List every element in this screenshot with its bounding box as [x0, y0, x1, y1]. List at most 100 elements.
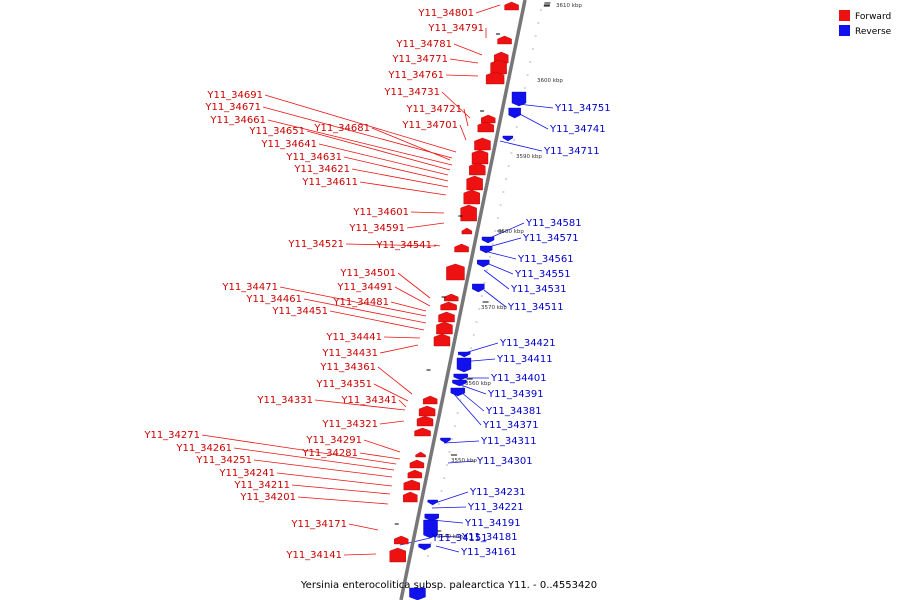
forward-gene-label-connector	[373, 383, 409, 402]
forward-gene-label-connector	[379, 420, 405, 425]
forward-gene-arrow	[436, 321, 453, 335]
forward-gene-label-connector	[463, 108, 469, 127]
reverse-gene-label: Y11_34381	[485, 406, 542, 417]
forward-gene-arrow	[471, 149, 489, 165]
reverse-gene-label-connector	[431, 491, 469, 505]
forward-gene-label-connector	[303, 298, 427, 324]
legend-forward-label: Forward	[855, 12, 891, 22]
reverse-gene-label: Y11_34421	[499, 338, 556, 349]
forward-gene-arrow	[440, 301, 457, 311]
forward-gene-arrow	[474, 137, 491, 151]
reverse-gene-label-connector	[453, 393, 482, 426]
forward-gene-arrow	[490, 59, 507, 75]
forward-gene-label: Y11_34281	[301, 448, 358, 459]
reverse-gene-label: Y11_34561	[517, 254, 574, 265]
forward-gene-label: Y11_34601	[352, 207, 409, 218]
forward-gene-label: Y11_34241	[218, 468, 275, 479]
forward-gene-label-connector	[291, 484, 391, 495]
forward-gene-label-connector	[201, 434, 397, 465]
forward-gene-arrow	[422, 395, 438, 405]
forward-gene-label-connector	[394, 286, 431, 307]
reverse-gene-arrow	[424, 513, 439, 522]
genome-caption: Yersinia enterocolitica subsp. palearcti…	[300, 580, 597, 591]
forward-gene-label: Y11_34211	[233, 480, 290, 491]
forward-gene-arrow	[433, 333, 451, 347]
genome-backbone	[399, 0, 527, 600]
forward-gene-arrow	[461, 227, 473, 235]
forward-gene-label: Y11_34461	[245, 294, 302, 305]
forward-gene-label-connector	[314, 399, 406, 411]
reverse-gene-arrow	[456, 357, 472, 373]
forward-gene-label: Y11_34261	[175, 443, 232, 454]
reverse-gene-label-connector	[499, 140, 543, 152]
forward-gene-arrow	[407, 469, 423, 479]
forward-gene-label-connector	[267, 119, 453, 166]
forward-gene-arrow	[415, 451, 426, 458]
reverse-gene-arrow	[502, 135, 514, 142]
forward-gene-label: Y11_34701	[401, 120, 458, 131]
forward-gene-arrow	[394, 535, 409, 545]
forward-gene-label-connector	[449, 58, 479, 64]
forward-gene-arrow	[463, 189, 480, 205]
forward-gene-label-connector	[297, 496, 389, 505]
forward-gene-label: Y11_34781	[395, 39, 452, 50]
reverse-gene-label: Y11_34301	[476, 456, 533, 467]
scale-tick-label: 3570 kbp	[481, 305, 507, 311]
forward-gene-label: Y11_34291	[305, 435, 362, 446]
reverse-gene-label: Y11_34401	[490, 373, 547, 384]
reverse-gene-label: Y11_34231	[469, 487, 526, 498]
forward-gene-label: Y11_34251	[195, 455, 252, 466]
reverse-gene-label: Y11_34571	[522, 233, 579, 244]
reverse-gene-label-connector	[491, 237, 522, 247]
forward-gene-label: Y11_34441	[325, 332, 382, 343]
reverse-gene-label-connector	[517, 103, 554, 109]
forward-gene-label-connector	[410, 211, 445, 214]
forward-gene-label: Y11_34471	[221, 282, 278, 293]
forward-gene-label-connector	[359, 181, 447, 196]
forward-gene-label-connector	[377, 366, 413, 395]
scale-tick-label: 3560 kbp	[465, 381, 491, 387]
label-connectors	[201, 4, 554, 556]
forward-gene-label: Y11_34171	[290, 519, 347, 530]
forward-gene-label-connector	[397, 272, 431, 299]
forward-gene-arrow	[446, 263, 465, 281]
reverse-gene-arrow	[481, 236, 495, 244]
forward-gene-label: Y11_34611	[301, 177, 358, 188]
reverse-gene-label-connector	[447, 460, 476, 464]
forward-gene-label-connector	[318, 143, 449, 176]
forward-gene-label-connector	[264, 94, 457, 153]
forward-gene-label-connector	[383, 336, 421, 339]
reverse-gene-label-connector	[515, 111, 549, 130]
forward-gene-label-connector	[351, 168, 449, 188]
reverse-gene-label: Y11_34531	[510, 284, 567, 295]
reverse-gene-label-connector	[431, 506, 467, 509]
forward-gene-label: Y11_34141	[285, 550, 342, 561]
reverse-gene-arrow	[418, 543, 431, 551]
forward-gene-label: Y11_34361	[319, 362, 376, 373]
forward-gene-label-connector	[379, 344, 419, 354]
forward-gene-label-connector	[406, 222, 445, 229]
forward-gene-label: Y11_34761	[387, 70, 444, 81]
scale-tick-label: 3600 kbp	[537, 78, 563, 84]
forward-gene-arrow	[444, 293, 459, 302]
reverse-gene-arrow	[511, 91, 527, 107]
forward-gene-arrow	[438, 311, 455, 323]
forward-gene-arrow	[416, 415, 434, 427]
forward-gene-label: Y11_34341	[340, 395, 397, 406]
reverse-gene-label: Y11_34391	[487, 389, 544, 400]
reverse-gene-arrow	[409, 587, 426, 600]
reverse-gene-label: Y11_34151	[431, 533, 488, 544]
forward-gene-label-connector	[306, 130, 451, 171]
forward-gene-label-connector	[363, 439, 401, 453]
reverse-gene-label: Y11_34551	[514, 269, 571, 280]
reverse-gene-arrow	[427, 499, 438, 506]
reverse-gene-label: Y11_34741	[549, 124, 606, 135]
forward-gene-arrow	[469, 162, 486, 176]
forward-gene-label-connector	[262, 106, 453, 159]
forward-gene-arrow	[403, 479, 420, 491]
forward-gene-arrow	[418, 405, 436, 417]
forward-gene-label-connector	[343, 156, 449, 182]
forward-gene-label: Y11_34351	[315, 379, 372, 390]
reverse-gene-label-connector	[483, 269, 510, 290]
